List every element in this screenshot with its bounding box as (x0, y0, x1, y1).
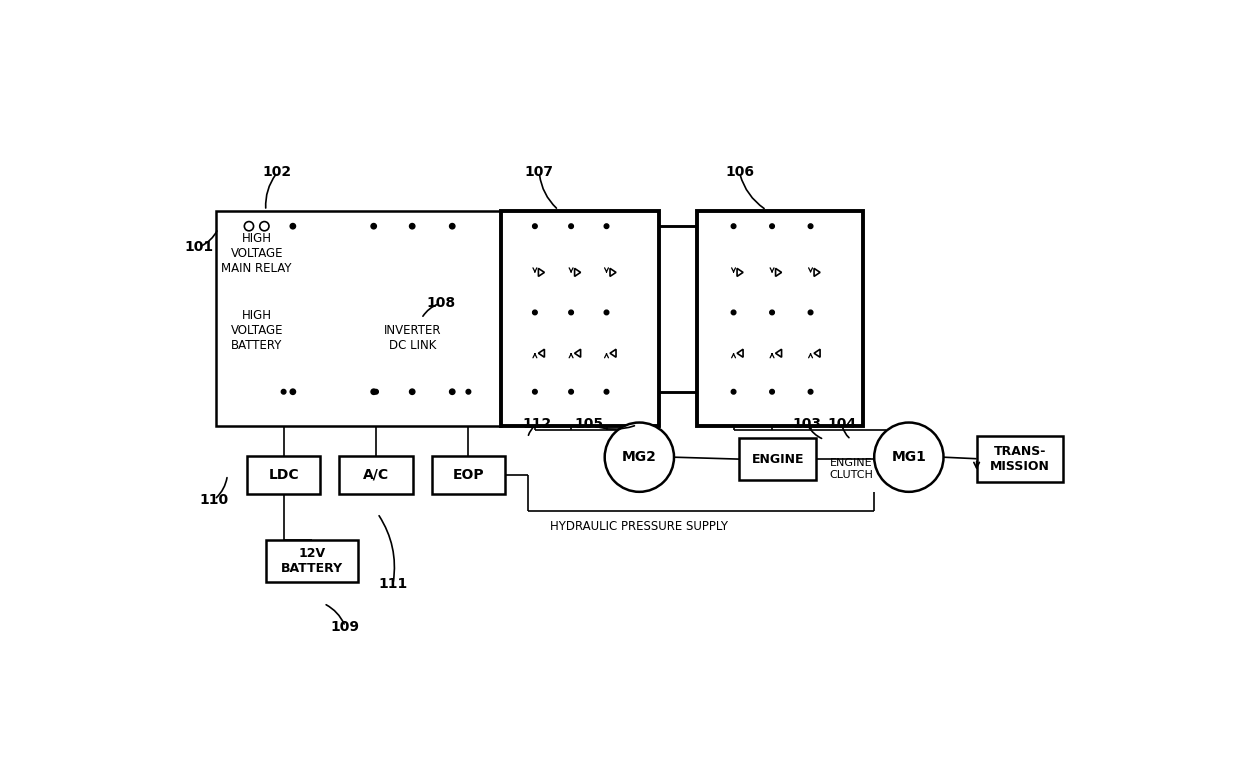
Polygon shape (737, 268, 743, 277)
Polygon shape (737, 349, 743, 357)
Text: 101: 101 (185, 240, 213, 254)
Circle shape (808, 389, 813, 394)
Circle shape (569, 310, 573, 315)
Circle shape (244, 222, 253, 231)
Polygon shape (538, 349, 544, 357)
Polygon shape (610, 349, 616, 357)
Text: 111: 111 (378, 578, 408, 591)
Polygon shape (574, 349, 580, 357)
Circle shape (450, 389, 455, 395)
Text: A/C: A/C (363, 468, 389, 482)
Text: 109: 109 (331, 620, 360, 633)
Circle shape (874, 423, 944, 491)
Text: 107: 107 (525, 165, 554, 179)
Circle shape (604, 389, 609, 394)
Bar (739, 438, 816, 480)
Circle shape (770, 389, 774, 394)
Text: MG2: MG2 (622, 450, 657, 464)
Text: 12V
BATTERY: 12V BATTERY (281, 547, 343, 575)
Text: 112: 112 (522, 417, 552, 431)
Circle shape (373, 389, 378, 394)
Circle shape (732, 224, 735, 229)
Text: 108: 108 (427, 296, 455, 310)
Text: TRANS-
MISSION: TRANS- MISSION (990, 445, 1050, 472)
Bar (977, 436, 1063, 482)
Text: MG1: MG1 (892, 450, 926, 464)
Text: 106: 106 (725, 165, 754, 179)
Circle shape (290, 223, 295, 229)
Text: 104: 104 (827, 417, 857, 431)
Bar (432, 456, 505, 494)
Text: HIGH
VOLTAGE
MAIN RELAY: HIGH VOLTAGE MAIN RELAY (222, 232, 291, 274)
Polygon shape (815, 268, 820, 277)
Polygon shape (574, 268, 580, 277)
Bar (501, 211, 658, 427)
Text: ENGINE: ENGINE (751, 453, 805, 466)
Circle shape (569, 224, 573, 229)
Circle shape (290, 389, 295, 395)
Text: 105: 105 (574, 417, 604, 431)
Polygon shape (775, 349, 781, 357)
Circle shape (770, 224, 774, 229)
Circle shape (409, 223, 415, 229)
Circle shape (808, 310, 813, 315)
Text: HIGH
VOLTAGE
BATTERY: HIGH VOLTAGE BATTERY (231, 309, 283, 351)
Circle shape (533, 389, 537, 394)
Bar (265, 540, 358, 582)
Bar (247, 456, 320, 494)
Text: 110: 110 (200, 492, 229, 507)
Circle shape (533, 224, 537, 229)
Text: EOP: EOP (453, 468, 485, 482)
Polygon shape (815, 349, 820, 357)
Circle shape (466, 389, 471, 394)
Bar (216, 211, 501, 427)
Circle shape (371, 389, 377, 395)
Text: ENGINE
CLUTCH: ENGINE CLUTCH (830, 458, 873, 479)
Text: 102: 102 (263, 165, 291, 179)
Text: 103: 103 (792, 417, 822, 431)
Polygon shape (610, 268, 616, 277)
Circle shape (281, 389, 286, 394)
Text: HYDRAULIC PRESSURE SUPPLY: HYDRAULIC PRESSURE SUPPLY (551, 520, 728, 533)
Circle shape (569, 389, 573, 394)
Polygon shape (538, 268, 544, 277)
Circle shape (371, 223, 377, 229)
Circle shape (533, 310, 537, 315)
Circle shape (605, 423, 675, 491)
Circle shape (259, 222, 269, 231)
Text: LDC: LDC (268, 468, 299, 482)
Bar (340, 456, 413, 494)
Circle shape (409, 389, 415, 395)
Circle shape (808, 224, 813, 229)
Circle shape (604, 224, 609, 229)
Text: INVERTER
DC LINK: INVERTER DC LINK (383, 324, 441, 352)
Circle shape (450, 223, 455, 229)
Circle shape (770, 310, 774, 315)
Circle shape (732, 310, 735, 315)
Bar (697, 211, 863, 427)
Polygon shape (775, 268, 781, 277)
Circle shape (604, 310, 609, 315)
Circle shape (732, 389, 735, 394)
